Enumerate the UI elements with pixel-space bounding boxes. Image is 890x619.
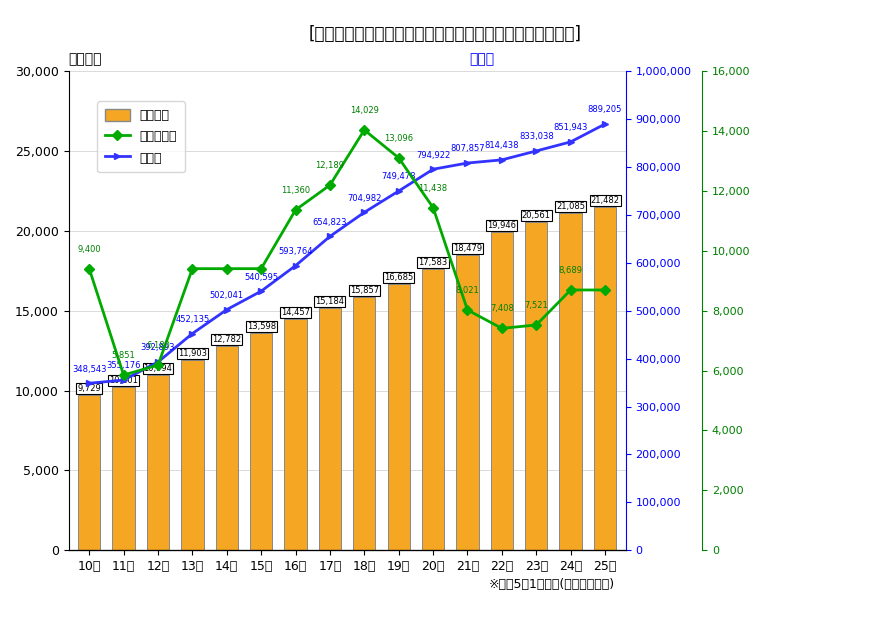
Text: 502,041: 502,041 <box>210 291 244 300</box>
Text: 452,135: 452,135 <box>175 315 209 324</box>
Text: 889,205: 889,205 <box>587 105 622 115</box>
Text: [クラブ数、登録児童数及び利用できなかった児童数の推移]: [クラブ数、登録児童数及び利用できなかった児童数の推移] <box>309 25 581 43</box>
Text: 12,782: 12,782 <box>212 335 241 344</box>
Bar <box>285 319 307 550</box>
Text: （か所）: （か所） <box>69 52 102 66</box>
Bar <box>560 214 582 550</box>
Text: 8,021: 8,021 <box>456 286 480 295</box>
Bar <box>78 395 101 550</box>
Text: 17,583: 17,583 <box>418 258 448 267</box>
Text: 794,922: 794,922 <box>416 150 450 160</box>
Text: 348,543: 348,543 <box>72 365 107 374</box>
Bar <box>182 360 204 550</box>
Text: 13,096: 13,096 <box>384 134 413 143</box>
Text: 593,764: 593,764 <box>279 247 312 256</box>
Text: 833,038: 833,038 <box>519 132 554 141</box>
Text: 7,521: 7,521 <box>524 301 548 310</box>
Text: 18,479: 18,479 <box>453 244 482 253</box>
Text: 9,729: 9,729 <box>77 384 101 393</box>
Text: 19,946: 19,946 <box>488 220 516 230</box>
Text: 21,482: 21,482 <box>591 196 619 205</box>
Text: 704,982: 704,982 <box>347 194 382 203</box>
Text: 8,689: 8,689 <box>559 266 583 275</box>
Text: 11,903: 11,903 <box>178 349 206 358</box>
Text: （人）: （人） <box>470 52 495 66</box>
Bar <box>319 308 341 550</box>
Text: 851,943: 851,943 <box>554 123 587 132</box>
Text: 392,893: 392,893 <box>141 344 175 352</box>
Text: 20,561: 20,561 <box>522 211 551 220</box>
Text: 540,595: 540,595 <box>244 272 279 282</box>
Text: 11,360: 11,360 <box>281 186 310 195</box>
Bar <box>250 333 272 550</box>
Text: 814,438: 814,438 <box>485 141 519 150</box>
Bar <box>215 346 238 550</box>
Text: 12,189: 12,189 <box>315 161 344 170</box>
Text: 11,438: 11,438 <box>418 184 448 193</box>
Text: ※各年5月1日現在(育成環境課調): ※各年5月1日現在(育成環境課調) <box>489 578 615 591</box>
Text: 10,994: 10,994 <box>143 364 173 373</box>
Bar <box>525 222 547 550</box>
Bar <box>353 297 376 550</box>
Bar <box>457 255 479 550</box>
Bar <box>387 284 410 550</box>
Bar <box>147 374 169 550</box>
Bar <box>112 387 134 550</box>
Text: 14,029: 14,029 <box>350 106 379 115</box>
Text: 5,851: 5,851 <box>112 351 135 360</box>
Text: 355,176: 355,176 <box>107 361 141 370</box>
Text: 13,598: 13,598 <box>247 322 276 331</box>
Bar <box>422 269 444 550</box>
Bar <box>594 207 616 550</box>
Text: 6,180: 6,180 <box>146 341 170 350</box>
Text: 15,184: 15,184 <box>315 297 344 306</box>
Text: 654,823: 654,823 <box>312 218 347 227</box>
Text: 16,685: 16,685 <box>384 273 413 282</box>
Text: 21,085: 21,085 <box>556 202 585 212</box>
Text: 807,857: 807,857 <box>450 144 485 154</box>
Text: 14,457: 14,457 <box>281 308 310 318</box>
Text: 15,857: 15,857 <box>350 286 379 295</box>
Text: 7,408: 7,408 <box>490 305 514 313</box>
Bar <box>490 232 513 550</box>
Legend: クラブ数, 待機児童数, 児童数: クラブ数, 待機児童数, 児童数 <box>97 101 184 172</box>
Text: 749,478: 749,478 <box>382 173 416 181</box>
Text: 10,201: 10,201 <box>109 376 138 386</box>
Text: 9,400: 9,400 <box>77 245 101 254</box>
